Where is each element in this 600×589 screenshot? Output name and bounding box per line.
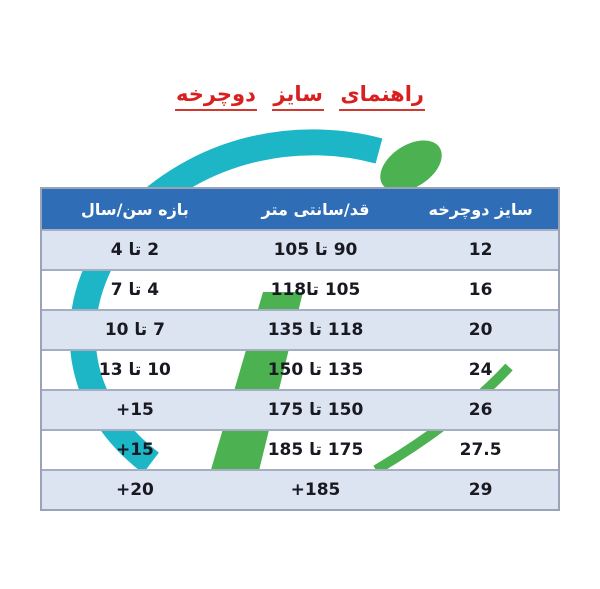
cell-bike-size: 16 — [468, 280, 493, 300]
cell-bike-size: 20 — [468, 320, 493, 340]
table-row: 20 118 تا 135 7 تا 10 — [42, 309, 558, 349]
table-row: 29 185+ 20+ — [42, 469, 558, 509]
cell-height-cm: 175 تا 185 — [267, 440, 364, 460]
cell-height-cm: 105 تا118 — [270, 280, 361, 300]
table-row: 16 105 تا118 4 تا 7 — [42, 269, 558, 309]
leaf-icon — [380, 140, 442, 192]
cell-age-range: 7 تا 10 — [104, 320, 165, 340]
cell-bike-size: 26 — [468, 400, 493, 420]
header-bike-size: سایز دوچرخه — [428, 199, 533, 219]
cell-height-cm: 150 تا 175 — [267, 400, 364, 420]
header-age-range: بازه سن/سال — [80, 199, 189, 219]
title-word: دوچرخه — [174, 82, 257, 111]
page-title: راهنمای سایز دوچرخه — [0, 82, 600, 111]
cell-age-range: 20+ — [115, 480, 154, 500]
cell-height-cm: 118 تا 135 — [267, 320, 364, 340]
table-row: 24 135 تا 150 10 تا 13 — [42, 349, 558, 389]
title-word: سایز — [272, 82, 324, 111]
title-word: راهنمای — [339, 82, 426, 111]
cell-bike-size: 27.5 — [459, 440, 502, 460]
cell-height-cm: 90 تا 105 — [273, 240, 358, 260]
size-table: سایز دوچرخه قد/سانتی متر بازه سن/سال 12 … — [40, 187, 560, 511]
cell-age-range: 4 تا 7 — [110, 280, 160, 300]
cell-height-cm: 185+ — [290, 480, 341, 500]
cell-bike-size: 24 — [468, 360, 493, 380]
cell-age-range: 10 تا 13 — [98, 360, 171, 380]
cell-age-range: 2 تا 4 — [110, 240, 160, 260]
table-row: 12 90 تا 105 2 تا 4 — [42, 229, 558, 269]
cell-age-range: 15+ — [115, 440, 154, 460]
cell-bike-size: 29 — [468, 480, 493, 500]
table-header-row: سایز دوچرخه قد/سانتی متر بازه سن/سال — [42, 189, 558, 229]
cell-age-range: 15+ — [115, 400, 154, 420]
cell-bike-size: 12 — [468, 240, 493, 260]
table-row: 26 150 تا 175 15+ — [42, 389, 558, 429]
table-row: 27.5 175 تا 185 15+ — [42, 429, 558, 469]
cell-height-cm: 135 تا 150 — [267, 360, 364, 380]
header-height-cm: قد/سانتی متر — [261, 199, 370, 219]
